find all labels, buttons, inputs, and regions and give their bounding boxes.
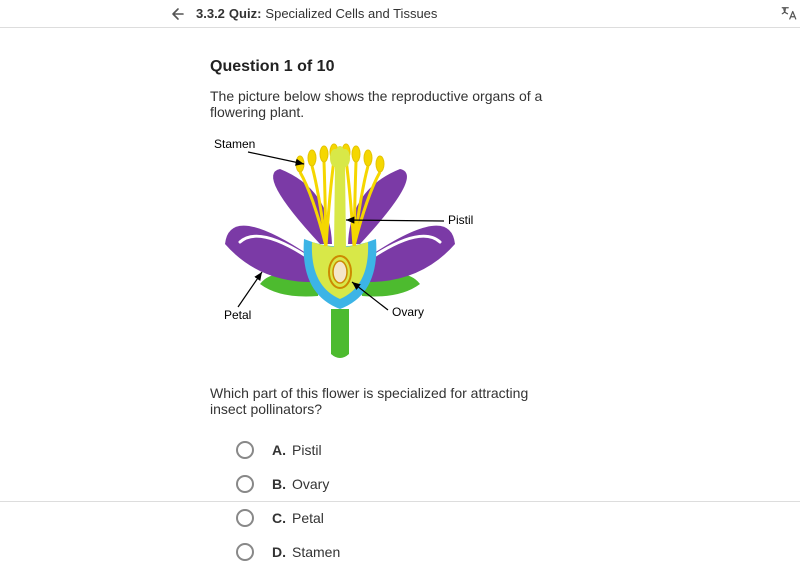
choice-letter: B. [272, 476, 286, 492]
back-arrow-icon[interactable] [170, 6, 186, 22]
choice-b[interactable]: B. Ovary [236, 475, 560, 493]
svg-text:Petal: Petal [224, 308, 251, 322]
choice-a[interactable]: A. Pistil [236, 441, 560, 459]
topbar-number: 3.3.2 [196, 6, 225, 21]
radio-icon[interactable] [236, 441, 254, 459]
radio-icon[interactable] [236, 509, 254, 527]
question-heading: Question 1 of 10 [210, 58, 560, 76]
radio-icon[interactable] [236, 543, 254, 561]
topbar: 3.3.2 Quiz: Specialized Cells and Tissue… [0, 0, 800, 28]
choice-letter: A. [272, 442, 286, 458]
flower-diagram: Stamen Pistil Petal Ovary [210, 134, 560, 369]
choice-letter: C. [272, 510, 286, 526]
topbar-label: Quiz: [229, 6, 262, 21]
svg-text:Ovary: Ovary [392, 305, 424, 319]
question-subprompt: Which part of this flower is specialized… [210, 385, 560, 417]
topbar-title: Specialized Cells and Tissues [265, 6, 437, 21]
translate-icon[interactable] [780, 4, 798, 27]
question-content: Question 1 of 10 The picture below shows… [0, 28, 560, 561]
choice-c[interactable]: C. Petal [236, 509, 560, 527]
choice-letter: D. [272, 544, 286, 560]
choice-text: Ovary [292, 476, 329, 492]
choice-text: Petal [292, 510, 324, 526]
radio-icon[interactable] [236, 475, 254, 493]
choice-text: Stamen [292, 544, 340, 560]
choice-text: Pistil [292, 442, 322, 458]
svg-text:Pistil: Pistil [448, 213, 473, 227]
choice-d[interactable]: D. Stamen [236, 543, 560, 561]
question-prompt: The picture below shows the reproductive… [210, 88, 560, 120]
svg-text:Stamen: Stamen [214, 137, 255, 151]
